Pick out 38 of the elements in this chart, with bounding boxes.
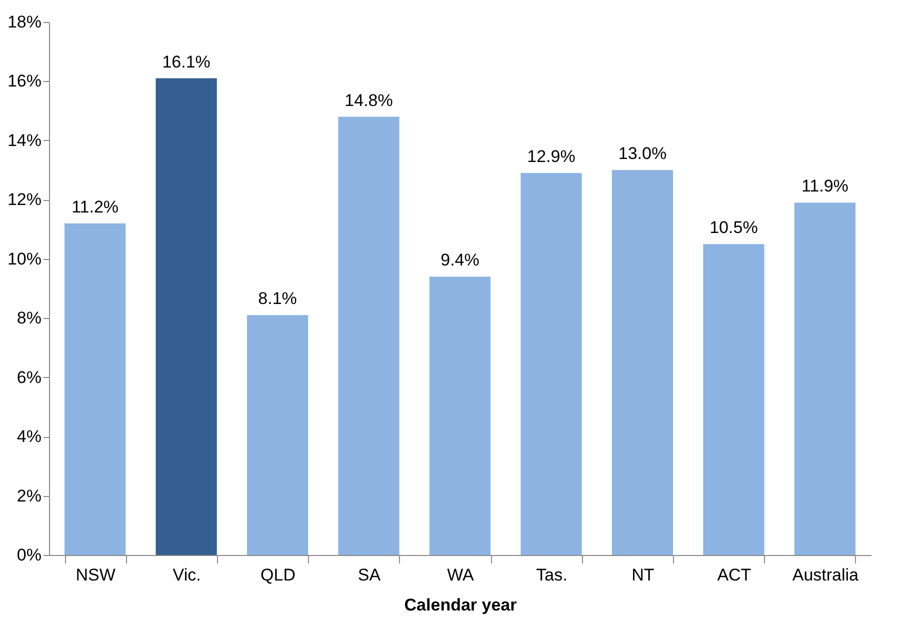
- bar: [429, 276, 491, 555]
- y-tick-label: 12%: [7, 190, 42, 210]
- y-tick-label: 0%: [16, 546, 42, 564]
- bar: [794, 202, 856, 555]
- data-label: 9.4%: [440, 250, 480, 270]
- bar: [156, 78, 217, 555]
- bar: [612, 170, 674, 555]
- y-tick-label: 10%: [7, 249, 42, 268]
- x-tick-label: NT: [632, 566, 654, 584]
- bar: [64, 223, 126, 555]
- y-tick-label: 14%: [7, 130, 42, 150]
- data-label: 16.1%: [162, 52, 210, 72]
- y-tick-label: 6%: [16, 368, 42, 387]
- x-axis-title: Calendar year: [404, 596, 518, 614]
- data-label: 8.1%: [258, 289, 297, 308]
- x-tick-label: WA: [447, 566, 475, 584]
- x-tick-label: Australia: [792, 566, 860, 584]
- y-tick-label: 8%: [16, 308, 42, 328]
- data-label: 11.2%: [72, 197, 119, 216]
- y-tick-label: 4%: [16, 427, 42, 446]
- bar: [246, 315, 308, 555]
- bar: [338, 116, 400, 555]
- y-tick-label: 16%: [7, 72, 42, 91]
- data-label: 10.5%: [710, 218, 758, 238]
- x-tick-label: Vic.: [172, 566, 201, 584]
- data-label: 11.9%: [801, 176, 848, 196]
- data-label: 12.9%: [527, 147, 576, 166]
- bar: [520, 173, 582, 555]
- x-tick-label: QLD: [260, 566, 296, 584]
- bar: [703, 244, 764, 555]
- x-tick-label: SA: [358, 566, 382, 584]
- x-tick-label: NSW: [76, 566, 116, 584]
- data-label: 14.8%: [344, 90, 393, 110]
- y-tick-label: 18%: [7, 12, 42, 32]
- x-tick-label: ACT: [717, 566, 752, 584]
- y-tick-label: 2%: [16, 486, 42, 506]
- data-label: 13.0%: [618, 144, 667, 164]
- x-tick-label: Tas.: [536, 566, 568, 584]
